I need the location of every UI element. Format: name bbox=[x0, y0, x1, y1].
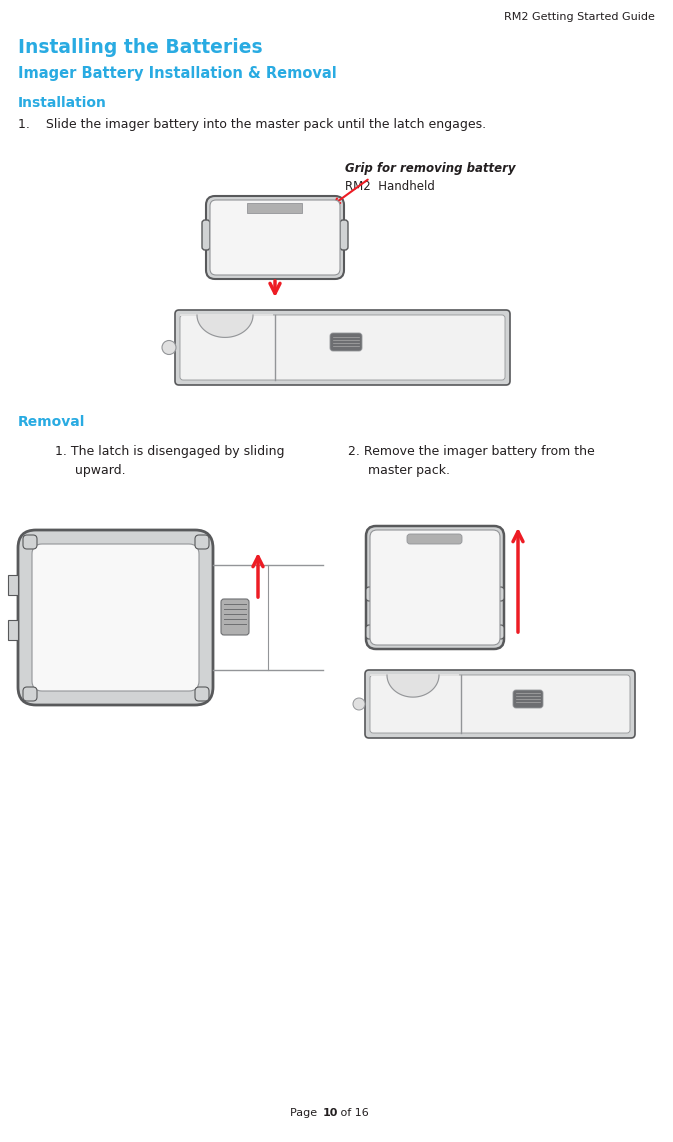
Circle shape bbox=[353, 698, 365, 710]
FancyBboxPatch shape bbox=[221, 600, 249, 635]
FancyBboxPatch shape bbox=[492, 625, 504, 640]
FancyBboxPatch shape bbox=[370, 530, 500, 645]
FancyBboxPatch shape bbox=[175, 309, 510, 385]
Text: master pack.: master pack. bbox=[368, 464, 450, 477]
Text: upward.: upward. bbox=[75, 464, 126, 477]
Text: 1.    Slide the imager battery into the master pack until the latch engages.: 1. Slide the imager battery into the mas… bbox=[18, 118, 486, 131]
FancyBboxPatch shape bbox=[366, 587, 378, 601]
Text: Page: Page bbox=[290, 1108, 320, 1118]
FancyBboxPatch shape bbox=[180, 315, 505, 380]
FancyBboxPatch shape bbox=[23, 534, 37, 549]
Text: 10: 10 bbox=[323, 1108, 339, 1118]
FancyBboxPatch shape bbox=[23, 687, 37, 701]
FancyBboxPatch shape bbox=[370, 675, 630, 733]
FancyBboxPatch shape bbox=[206, 196, 344, 279]
Text: 1. The latch is disengaged by sliding: 1. The latch is disengaged by sliding bbox=[55, 445, 285, 458]
FancyBboxPatch shape bbox=[195, 687, 209, 701]
Text: Installation: Installation bbox=[18, 96, 107, 110]
FancyBboxPatch shape bbox=[210, 200, 340, 275]
Text: of 16: of 16 bbox=[337, 1108, 369, 1118]
Polygon shape bbox=[370, 675, 459, 697]
Text: Removal: Removal bbox=[18, 415, 85, 429]
Text: RM2  Handheld: RM2 Handheld bbox=[345, 180, 435, 193]
FancyBboxPatch shape bbox=[195, 534, 209, 549]
Text: 2. Remove the imager battery from the: 2. Remove the imager battery from the bbox=[348, 445, 595, 458]
FancyBboxPatch shape bbox=[340, 220, 348, 250]
FancyBboxPatch shape bbox=[32, 544, 199, 691]
Bar bbox=[8, 620, 18, 640]
Text: RM2 Getting Started Guide: RM2 Getting Started Guide bbox=[504, 13, 655, 22]
Bar bbox=[247, 203, 302, 214]
Circle shape bbox=[162, 340, 176, 354]
Text: Installing the Batteries: Installing the Batteries bbox=[18, 38, 262, 57]
FancyBboxPatch shape bbox=[492, 587, 504, 601]
Polygon shape bbox=[180, 315, 273, 337]
Text: Imager Battery Installation & Removal: Imager Battery Installation & Removal bbox=[18, 66, 336, 81]
Text: Grip for removing battery: Grip for removing battery bbox=[345, 162, 516, 175]
FancyBboxPatch shape bbox=[513, 690, 543, 708]
FancyBboxPatch shape bbox=[202, 220, 210, 250]
FancyBboxPatch shape bbox=[366, 526, 504, 649]
Bar bbox=[8, 576, 18, 595]
FancyBboxPatch shape bbox=[330, 333, 362, 351]
FancyBboxPatch shape bbox=[365, 670, 635, 738]
FancyBboxPatch shape bbox=[366, 625, 378, 640]
FancyBboxPatch shape bbox=[18, 530, 213, 705]
FancyBboxPatch shape bbox=[407, 534, 462, 544]
